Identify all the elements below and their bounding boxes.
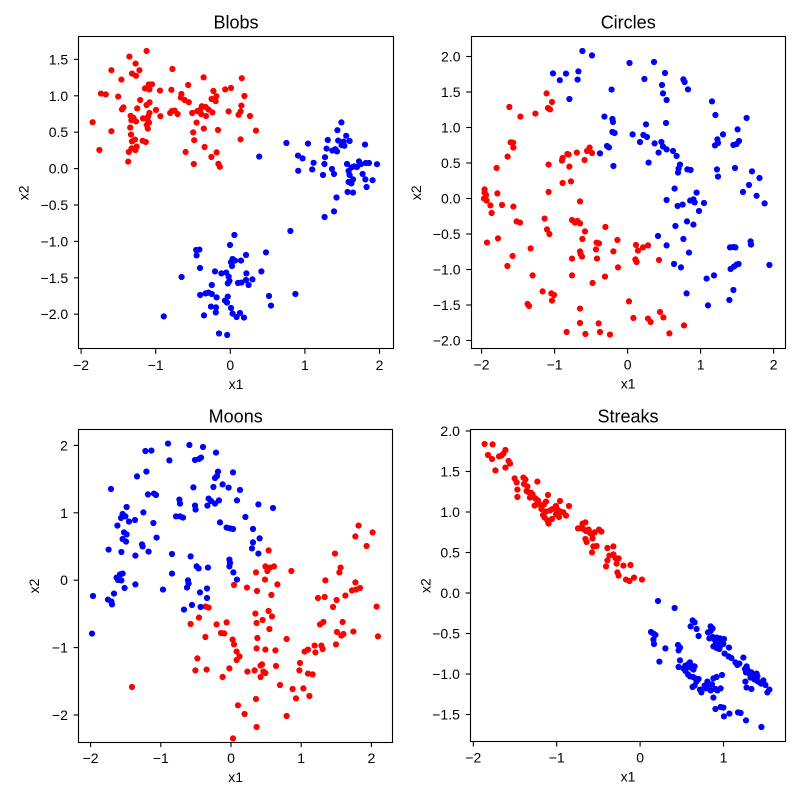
svg-text:Blobs: Blobs	[213, 12, 258, 32]
svg-text:−0.5: −0.5	[41, 197, 69, 213]
svg-text:2: 2	[60, 437, 68, 453]
svg-text:Streaks: Streaks	[597, 406, 658, 426]
svg-text:0: 0	[227, 750, 235, 766]
svg-text:1: 1	[720, 750, 728, 766]
svg-text:2: 2	[770, 357, 778, 373]
svg-text:−1: −1	[549, 750, 565, 766]
svg-text:1.5: 1.5	[440, 463, 460, 479]
svg-text:−2.0: −2.0	[41, 306, 69, 322]
svg-text:1.5: 1.5	[49, 51, 69, 67]
svg-text:x1: x1	[228, 769, 243, 785]
svg-text:−2: −2	[73, 357, 89, 373]
svg-text:2.0: 2.0	[441, 49, 461, 65]
svg-text:1: 1	[60, 505, 68, 521]
svg-text:x2: x2	[26, 578, 42, 593]
svg-text:1.0: 1.0	[441, 119, 461, 135]
svg-text:1: 1	[297, 750, 305, 766]
svg-text:−1.0: −1.0	[41, 233, 69, 249]
svg-text:−0.5: −0.5	[432, 626, 460, 642]
svg-text:−1.5: −1.5	[41, 270, 69, 286]
svg-text:−1.0: −1.0	[432, 666, 460, 682]
svg-text:x1: x1	[229, 376, 244, 392]
svg-text:1: 1	[697, 357, 705, 373]
svg-text:0: 0	[60, 572, 68, 588]
svg-text:−1.5: −1.5	[432, 707, 460, 723]
svg-text:x1: x1	[621, 376, 636, 392]
svg-text:−2: −2	[474, 357, 490, 373]
svg-text:−2: −2	[52, 707, 68, 723]
svg-text:−2: −2	[83, 750, 99, 766]
svg-text:1.5: 1.5	[441, 84, 461, 100]
svg-text:0: 0	[226, 357, 234, 373]
svg-text:−2.0: −2.0	[433, 332, 461, 348]
svg-text:2: 2	[376, 357, 384, 373]
svg-text:−1: −1	[52, 640, 68, 656]
svg-text:0: 0	[624, 357, 632, 373]
svg-text:0.0: 0.0	[49, 161, 69, 177]
svg-text:Circles: Circles	[601, 12, 656, 32]
svg-text:−2: −2	[465, 750, 481, 766]
svg-text:0.0: 0.0	[440, 585, 460, 601]
svg-text:−1.0: −1.0	[433, 261, 461, 277]
svg-text:1.0: 1.0	[440, 504, 460, 520]
svg-text:0.0: 0.0	[441, 190, 461, 206]
svg-text:0.5: 0.5	[440, 545, 460, 561]
svg-text:−0.5: −0.5	[433, 226, 461, 242]
svg-text:Moons: Moons	[209, 406, 263, 426]
svg-text:1.0: 1.0	[49, 88, 69, 104]
svg-text:−1.5: −1.5	[433, 297, 461, 313]
svg-text:−1: −1	[547, 357, 563, 373]
svg-text:0.5: 0.5	[441, 155, 461, 171]
svg-text:x2: x2	[16, 185, 32, 200]
svg-text:x2: x2	[418, 578, 434, 593]
svg-text:1: 1	[301, 357, 309, 373]
svg-text:x2: x2	[408, 185, 424, 200]
svg-text:0.5: 0.5	[49, 124, 69, 140]
svg-text:x1: x1	[621, 769, 636, 785]
svg-text:0: 0	[636, 750, 644, 766]
svg-text:2: 2	[368, 750, 376, 766]
svg-text:2.0: 2.0	[440, 423, 460, 439]
svg-text:−1: −1	[148, 357, 164, 373]
svg-text:−1: −1	[153, 750, 169, 766]
